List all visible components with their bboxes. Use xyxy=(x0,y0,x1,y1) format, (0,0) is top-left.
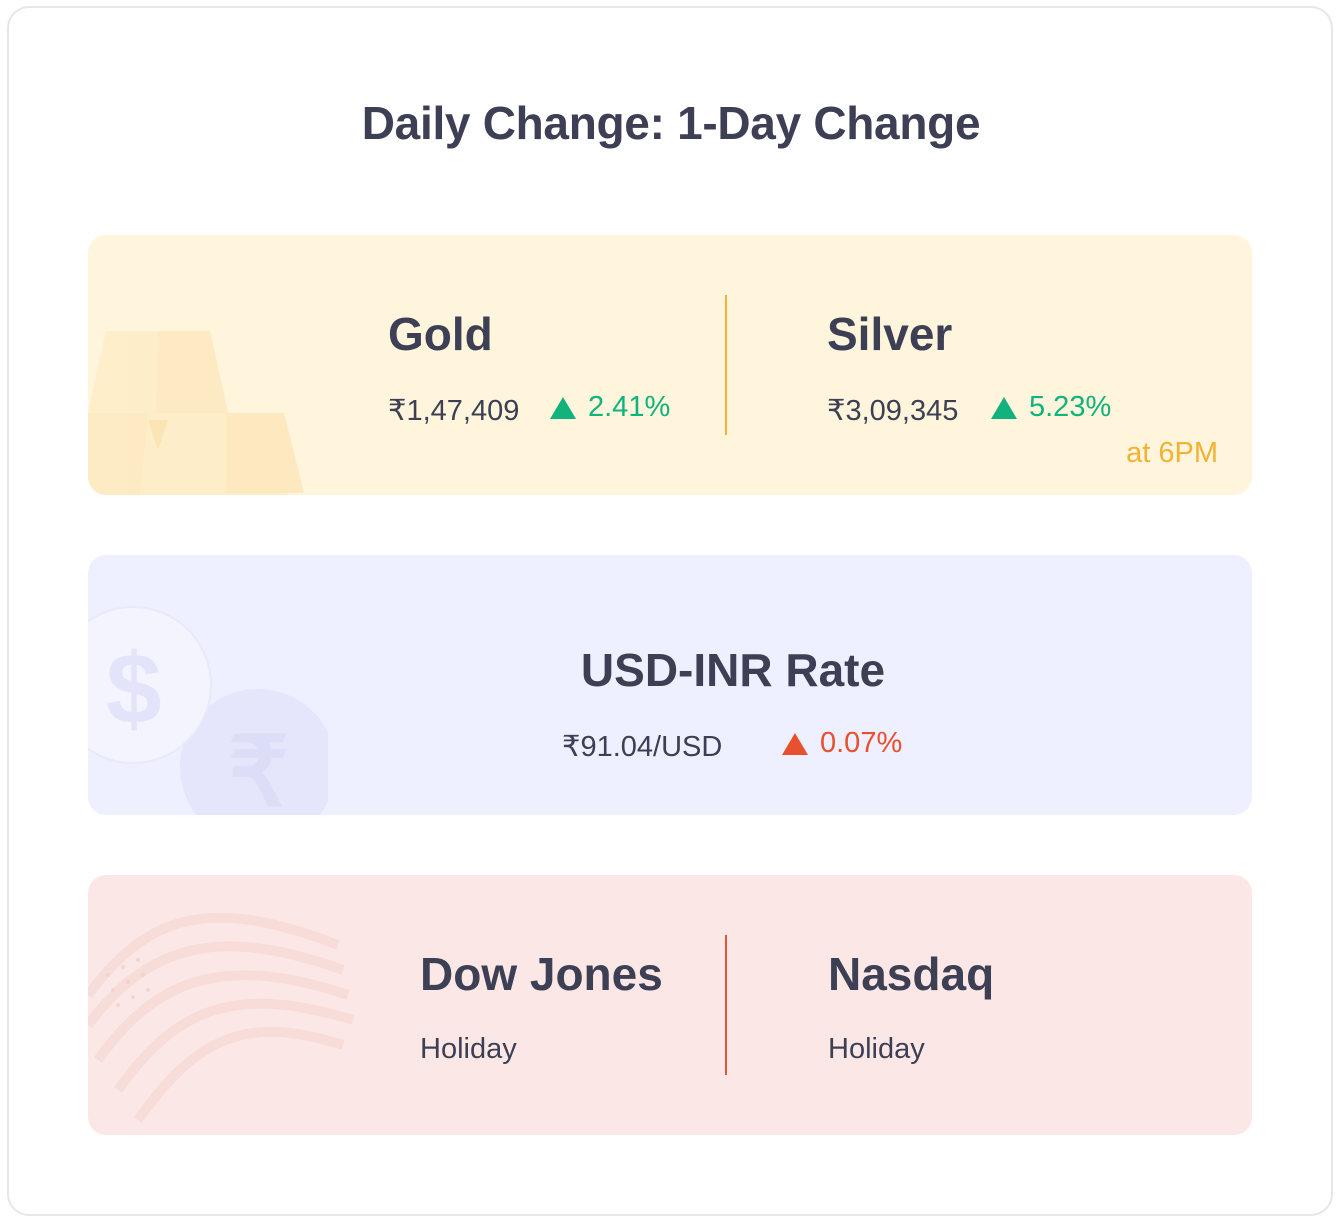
arrow-up-icon xyxy=(991,396,1017,419)
time-note: at 6PM xyxy=(1126,437,1218,469)
forex-name: USD-INR Rate xyxy=(580,644,886,696)
silver-name: Silver xyxy=(827,308,953,360)
svg-text:$: $ xyxy=(106,633,162,745)
metals-card: Gold ₹1,47,409 2.41% Silver ₹3,09,345 5.… xyxy=(88,235,1252,495)
nasdaq-name: Nasdaq xyxy=(828,948,995,1000)
dow-status: Holiday xyxy=(420,1033,517,1065)
forex-change-value: 0.07% xyxy=(820,727,903,759)
svg-text:₹: ₹ xyxy=(228,719,289,815)
silver-change: 5.23% xyxy=(991,391,1111,424)
forex-change: 0.07% xyxy=(782,727,902,760)
dow-name: Dow Jones xyxy=(420,948,663,1000)
forex-rate: ₹91.04/USD xyxy=(562,731,723,763)
us-markets-divider xyxy=(725,935,727,1075)
silver-change-value: 5.23% xyxy=(1029,391,1112,423)
arrow-up-icon xyxy=(550,396,576,419)
currency-coins-icon: ₹ $ xyxy=(88,606,328,815)
forex-card: ₹ $ USD-INR Rate ₹91.04/USD 0.07% xyxy=(88,555,1252,815)
gold-change-value: 2.41% xyxy=(588,391,671,423)
page-title: Daily Change: 1-Day Change xyxy=(361,97,981,149)
us-markets-card: Dow Jones Holiday Nasdaq Holiday xyxy=(88,875,1252,1135)
gold-price: ₹1,47,409 xyxy=(388,395,520,427)
gold-name: Gold xyxy=(388,308,493,360)
silver-price: ₹3,09,345 xyxy=(827,395,959,427)
us-flag-icon xyxy=(88,912,355,1123)
nasdaq-status: Holiday xyxy=(828,1033,925,1065)
metals-divider xyxy=(725,295,727,435)
arrow-up-icon xyxy=(782,732,808,755)
gold-bars-icon xyxy=(88,331,304,495)
gold-change: 2.41% xyxy=(550,391,670,424)
